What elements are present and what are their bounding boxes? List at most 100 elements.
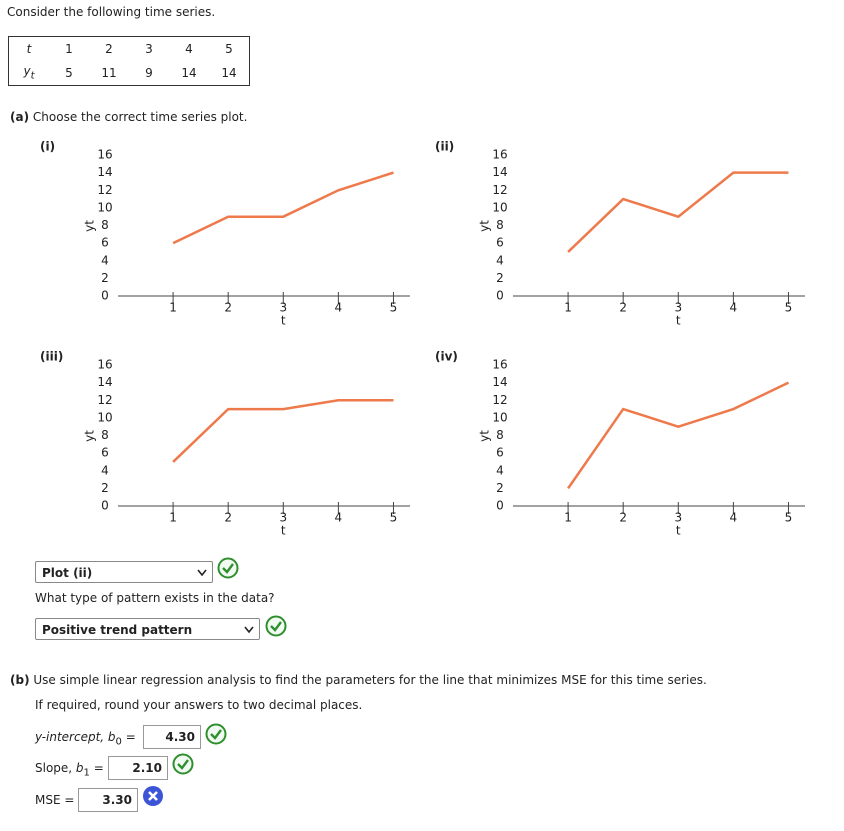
y-tick-label: 12 <box>97 183 112 197</box>
y-tick-label: 12 <box>97 393 112 407</box>
x-tick-label: 4 <box>730 301 738 315</box>
y-tick-label: 10 <box>97 200 112 214</box>
y-axis-label: yt <box>83 220 97 232</box>
question: (a) Choose the correct time series plot. <box>10 109 247 125</box>
table-header: yt <box>9 61 50 86</box>
y-tick-label: 8 <box>101 428 109 442</box>
cell: 1 <box>65 42 73 56</box>
y-axis-label: yt <box>478 220 492 232</box>
cell: 5 <box>65 66 73 80</box>
y-tick-label: 16 <box>97 148 112 162</box>
input[interactable]: 4.30 <box>143 725 201 749</box>
x-tick-label: 1 <box>564 511 572 525</box>
text: Choose the correct time series plot. <box>32 110 248 124</box>
x-tick-label: 5 <box>390 511 398 525</box>
field-label: y-intercept, b0 = <box>35 729 136 750</box>
correct-icon <box>172 753 194 775</box>
y-axis-label: yt <box>83 430 97 442</box>
cell: 4 <box>185 42 193 56</box>
cell: 14 <box>221 66 237 80</box>
y-tick-label: 0 <box>496 499 504 513</box>
x-tick-label: 5 <box>390 301 398 315</box>
input[interactable]: 3.30 <box>78 788 138 812</box>
correct-icon <box>205 723 227 745</box>
y-tick-label: 16 <box>492 358 507 372</box>
cell: 11 <box>101 66 117 80</box>
x-tick-label: 4 <box>335 301 343 315</box>
x-tick-label: 4 <box>335 511 343 525</box>
sub: 1 <box>83 767 90 779</box>
y-tick-label: 4 <box>496 253 504 267</box>
table-row: t 1 2 3 4 5 <box>9 37 250 62</box>
correct-icon <box>217 557 239 579</box>
x-axis-label: t <box>676 524 681 538</box>
series-line <box>567 381 790 490</box>
chevron <box>244 626 254 634</box>
y-tick-label: 2 <box>101 271 109 285</box>
var: t <box>26 42 32 56</box>
eq: = <box>64 793 75 807</box>
x-tick-label: 3 <box>279 511 287 525</box>
y-tick-label: 2 <box>496 481 504 495</box>
table-header: t <box>9 37 50 62</box>
field-label: MSE = <box>35 792 74 808</box>
x-tick-label: 3 <box>279 301 287 315</box>
y-tick-label: 8 <box>496 428 504 442</box>
var: b <box>75 761 84 775</box>
dropdown[interactable]: Positive trend pattern <box>35 618 260 640</box>
x-tick-label: 3 <box>674 511 682 525</box>
y-tick-label: 4 <box>496 463 504 477</box>
eq: = <box>125 730 136 744</box>
x-tick-label: 1 <box>169 511 177 525</box>
x-tick-label: 1 <box>169 301 177 315</box>
intro: Consider the following time series. <box>7 5 216 19</box>
x-tick-label: 2 <box>224 511 232 525</box>
cell: 14 <box>181 66 197 80</box>
y-tick-label: 16 <box>97 358 112 372</box>
dropdown[interactable]: Plot (ii) <box>35 561 213 583</box>
chart-label: (iii) <box>40 350 63 364</box>
chart-label: (i) <box>40 140 55 154</box>
y-tick-label: 14 <box>492 165 507 179</box>
y-tick-label: 4 <box>101 253 109 267</box>
y-tick-label: 14 <box>97 375 112 389</box>
x-axis-label: t <box>281 524 286 538</box>
var: y <box>23 64 31 79</box>
x-axis-label: t <box>676 314 681 328</box>
cell: 2 <box>105 42 113 56</box>
y-tick-label: 10 <box>492 200 507 214</box>
text: What type of pattern exists in the data? <box>35 591 275 605</box>
y-tick-label: 0 <box>101 289 109 303</box>
data-table: t 1 2 3 4 5 yt 5 11 9 14 14 <box>8 36 250 86</box>
x-tick-label: 2 <box>224 301 232 315</box>
x-axis-label: t <box>281 314 286 328</box>
x-tick-label: 4 <box>730 511 738 525</box>
text: MSE <box>35 793 65 807</box>
x-tick-label: 1 <box>564 301 572 315</box>
x-tick-label: 5 <box>785 511 793 525</box>
cell: 9 <box>145 66 153 80</box>
cell: 5 <box>225 42 233 56</box>
cell: 3 <box>145 42 153 56</box>
y-tick-label: 4 <box>101 463 109 477</box>
part-label: (a) <box>10 110 30 124</box>
x-tick-label: 5 <box>785 301 793 315</box>
y-tick-label: 6 <box>101 446 109 460</box>
y-tick-label: 12 <box>492 183 507 197</box>
var: b <box>107 730 116 744</box>
x-tick-label: 2 <box>619 301 627 315</box>
y-tick-label: 16 <box>492 148 507 162</box>
y-axis-label: yt <box>478 430 492 442</box>
field-label: Slope, b1 = <box>35 760 104 781</box>
y-tick-label: 14 <box>97 165 112 179</box>
input[interactable]: 2.10 <box>108 756 168 780</box>
x-tick-label: 2 <box>619 511 627 525</box>
correct-icon <box>265 615 287 637</box>
y-tick-label: 0 <box>101 499 109 513</box>
y-tick-label: 6 <box>101 236 109 250</box>
eq: = <box>93 761 104 775</box>
x-tick-label: 3 <box>674 301 682 315</box>
selected: Plot (ii) <box>42 566 93 580</box>
